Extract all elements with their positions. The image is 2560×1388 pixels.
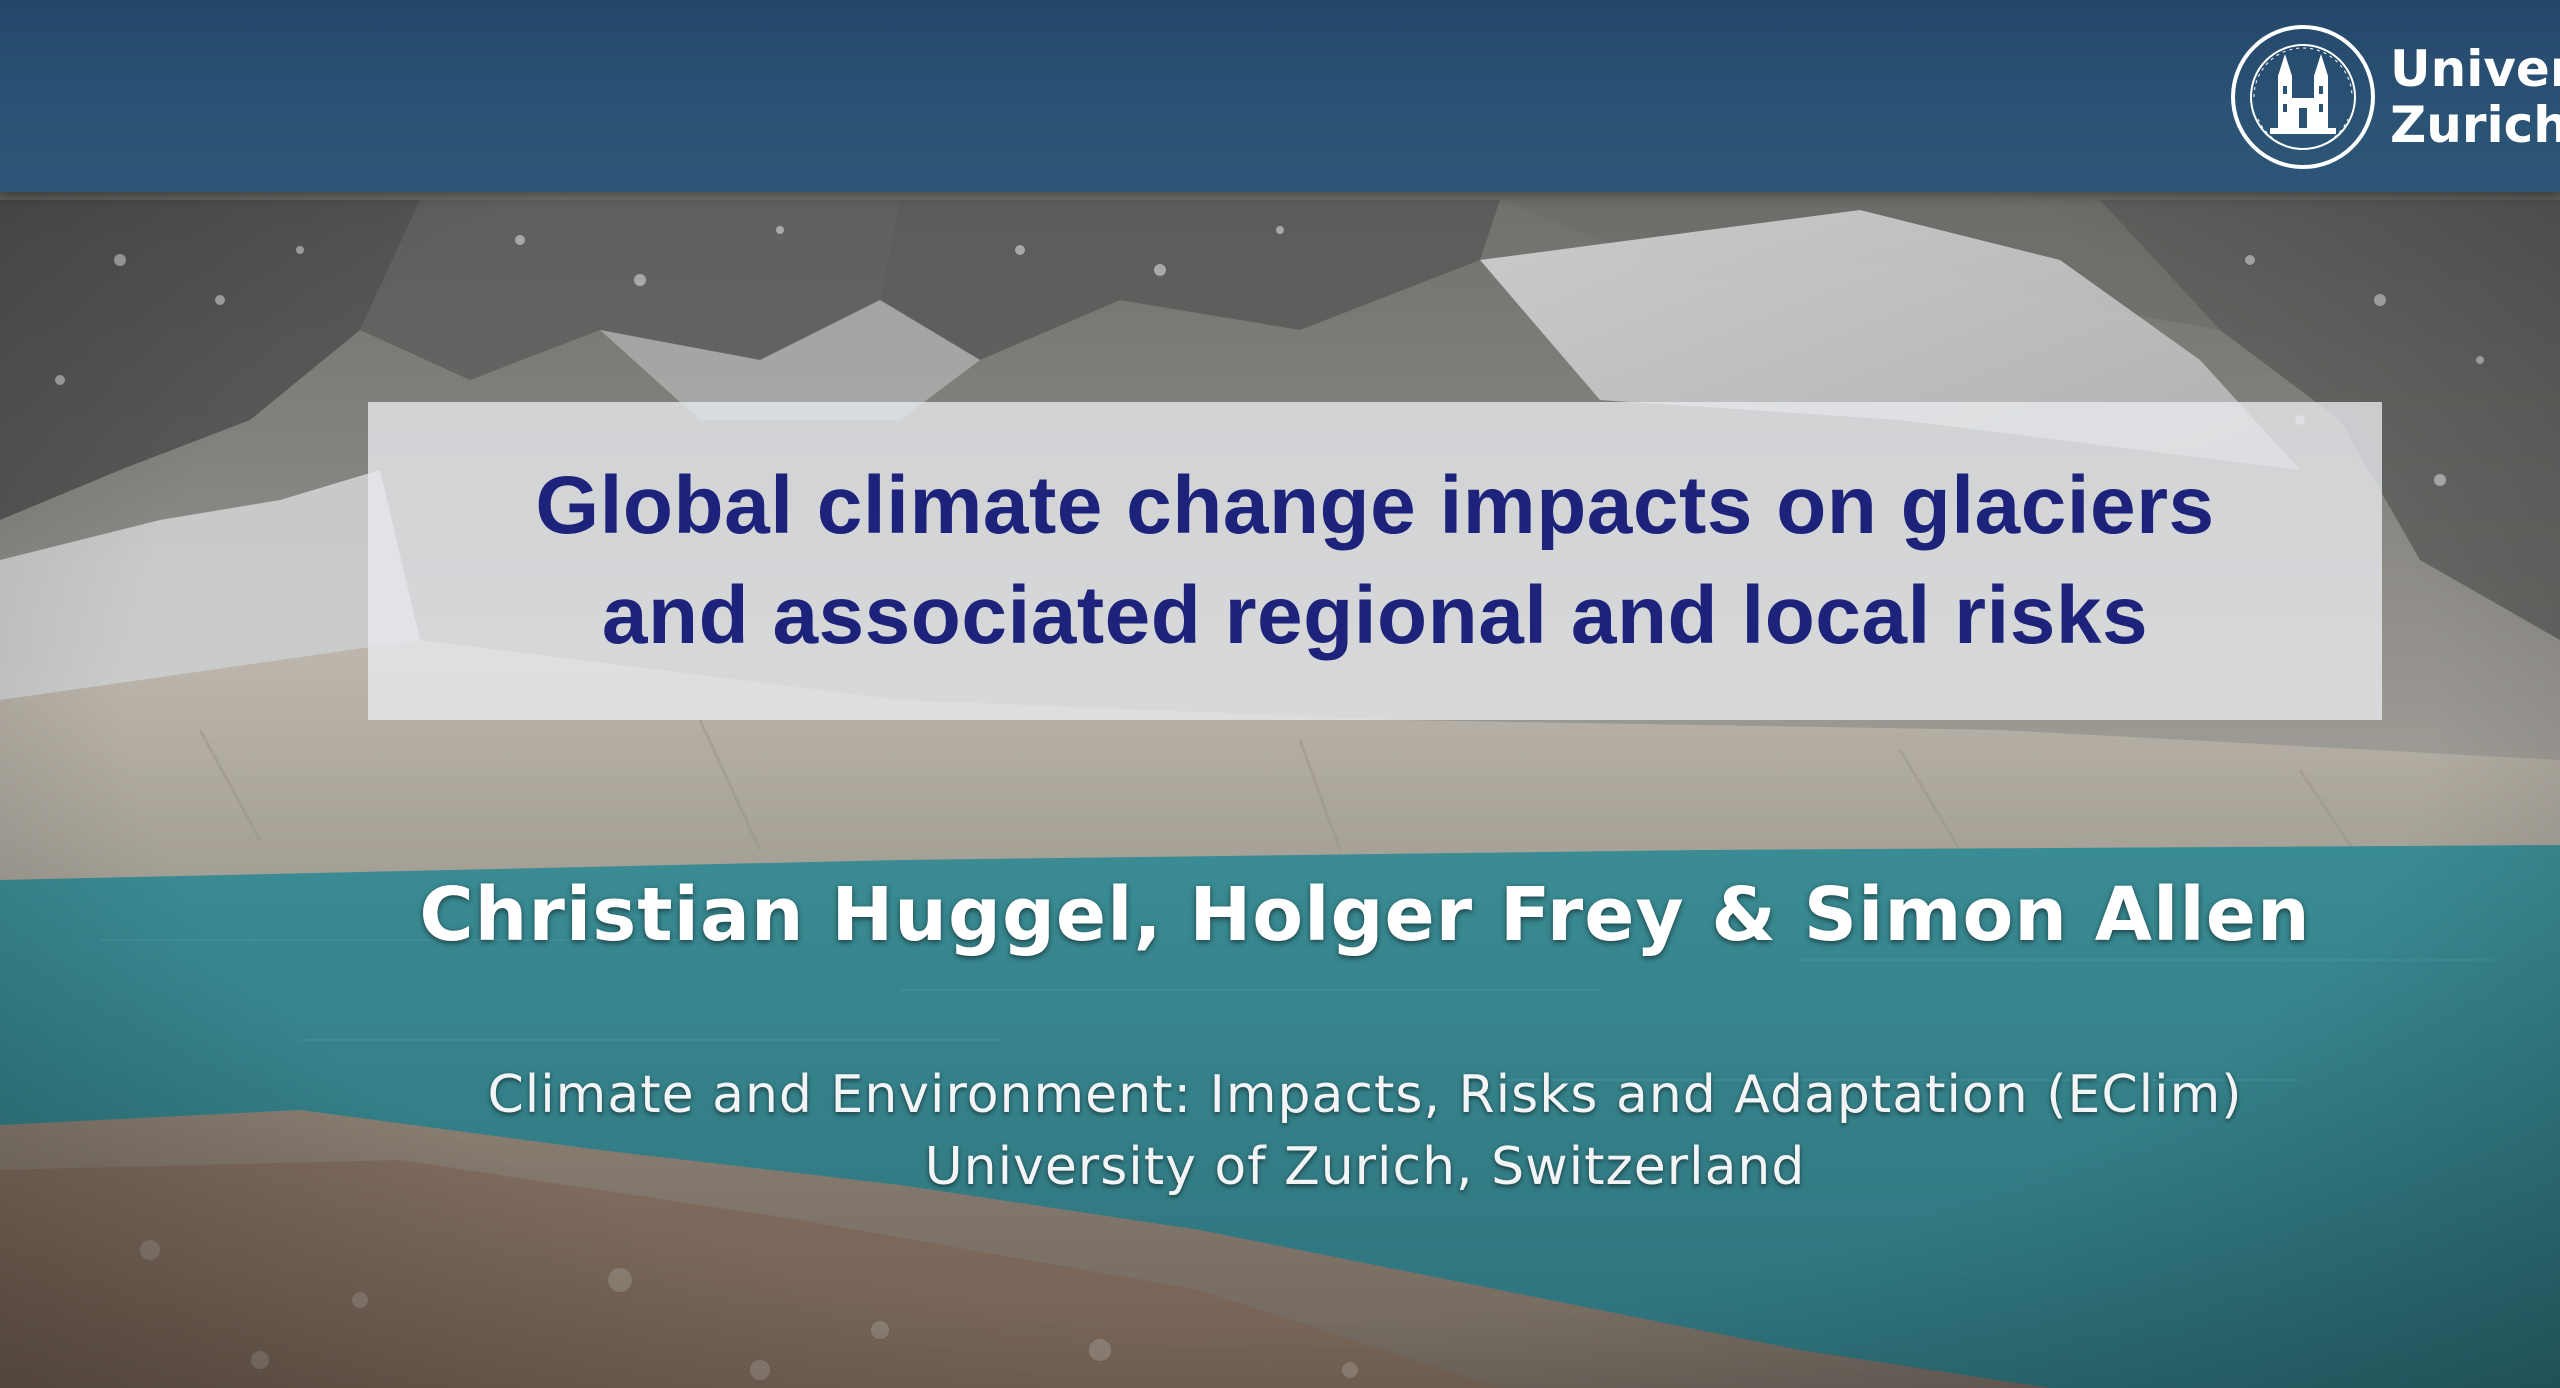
affiliation-line-2: University of Zurich, Switzerland	[924, 1137, 1806, 1197]
slide-title-line-2: and associated regional and local risks	[601, 570, 2149, 661]
affiliation-line-1: Climate and Environment: Impacts, Risks …	[487, 1065, 2243, 1125]
logo-line-2: Zurich	[2390, 96, 2560, 154]
university-seal-icon	[2231, 25, 2375, 169]
logo-line-1: Univer	[2390, 40, 2560, 98]
university-logo: Univer Zurich	[2230, 22, 2560, 172]
slide-title-line-1: Global climate change impacts on glacier…	[535, 460, 2215, 551]
authors: Christian Huggel, Holger Frey & Simon Al…	[419, 872, 2311, 958]
header-bar: Univer Zurich	[0, 0, 2560, 192]
logo-wordmark: Univer Zurich	[2390, 41, 2560, 153]
title-box: Global climate change impacts on glacier…	[368, 402, 2382, 720]
